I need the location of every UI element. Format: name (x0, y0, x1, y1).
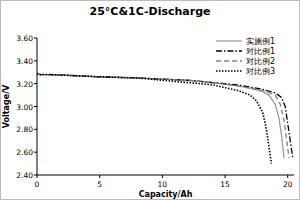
legend-label: 对比例3 (246, 67, 275, 76)
y-tick-label: 2.80 (16, 125, 33, 134)
legend-swatch (216, 50, 242, 51)
legend-label: 对比例1 (246, 47, 275, 56)
x-tick-label: 20 (283, 180, 293, 189)
x-tick-label: 5 (97, 180, 102, 189)
legend-label: 实施例1 (246, 37, 275, 46)
x-tick-label: 0 (35, 180, 40, 189)
y-tick-label: 2.60 (16, 148, 33, 157)
y-tick (34, 129, 37, 130)
x-tick-label: 15 (220, 180, 230, 189)
x-tick (287, 175, 288, 178)
series-line (37, 73, 289, 157)
y-tick-label: 3.20 (16, 80, 33, 89)
y-tick-label: 3.40 (16, 57, 33, 66)
legend-swatch (216, 70, 242, 72)
y-tick (34, 60, 37, 61)
legend-swatch (216, 40, 242, 41)
chart: 25°C&1C-Discharge 2.40 2.60 2.80 3.00 3.20 3.4… (0, 0, 300, 200)
y-tick (34, 106, 37, 107)
legend-label: 对比例2 (246, 57, 275, 66)
plot-lines (37, 73, 293, 163)
outer-frame (1, 1, 300, 200)
x-tick (99, 175, 100, 178)
series-line (37, 73, 271, 163)
legend-swatch (216, 60, 242, 61)
series-line (37, 73, 293, 157)
y-tick (34, 38, 37, 39)
x-axis (37, 175, 294, 176)
y-tick-label: 3.00 (16, 103, 33, 112)
x-tick (225, 175, 226, 178)
title: 25°C&1C-Discharge (90, 5, 211, 18)
y-tick (34, 83, 37, 84)
y-axis-label: Voltage/V (2, 84, 11, 128)
legend-box (212, 34, 286, 80)
x-axis-label: Capacity/Ah (139, 190, 193, 199)
x-tick (162, 175, 163, 178)
y-tick-label: 3.60 (16, 34, 33, 43)
x-tick (37, 175, 38, 178)
y-tick-label: 2.40 (16, 171, 33, 180)
y-tick (34, 152, 37, 153)
x-tick-label: 10 (158, 180, 168, 189)
